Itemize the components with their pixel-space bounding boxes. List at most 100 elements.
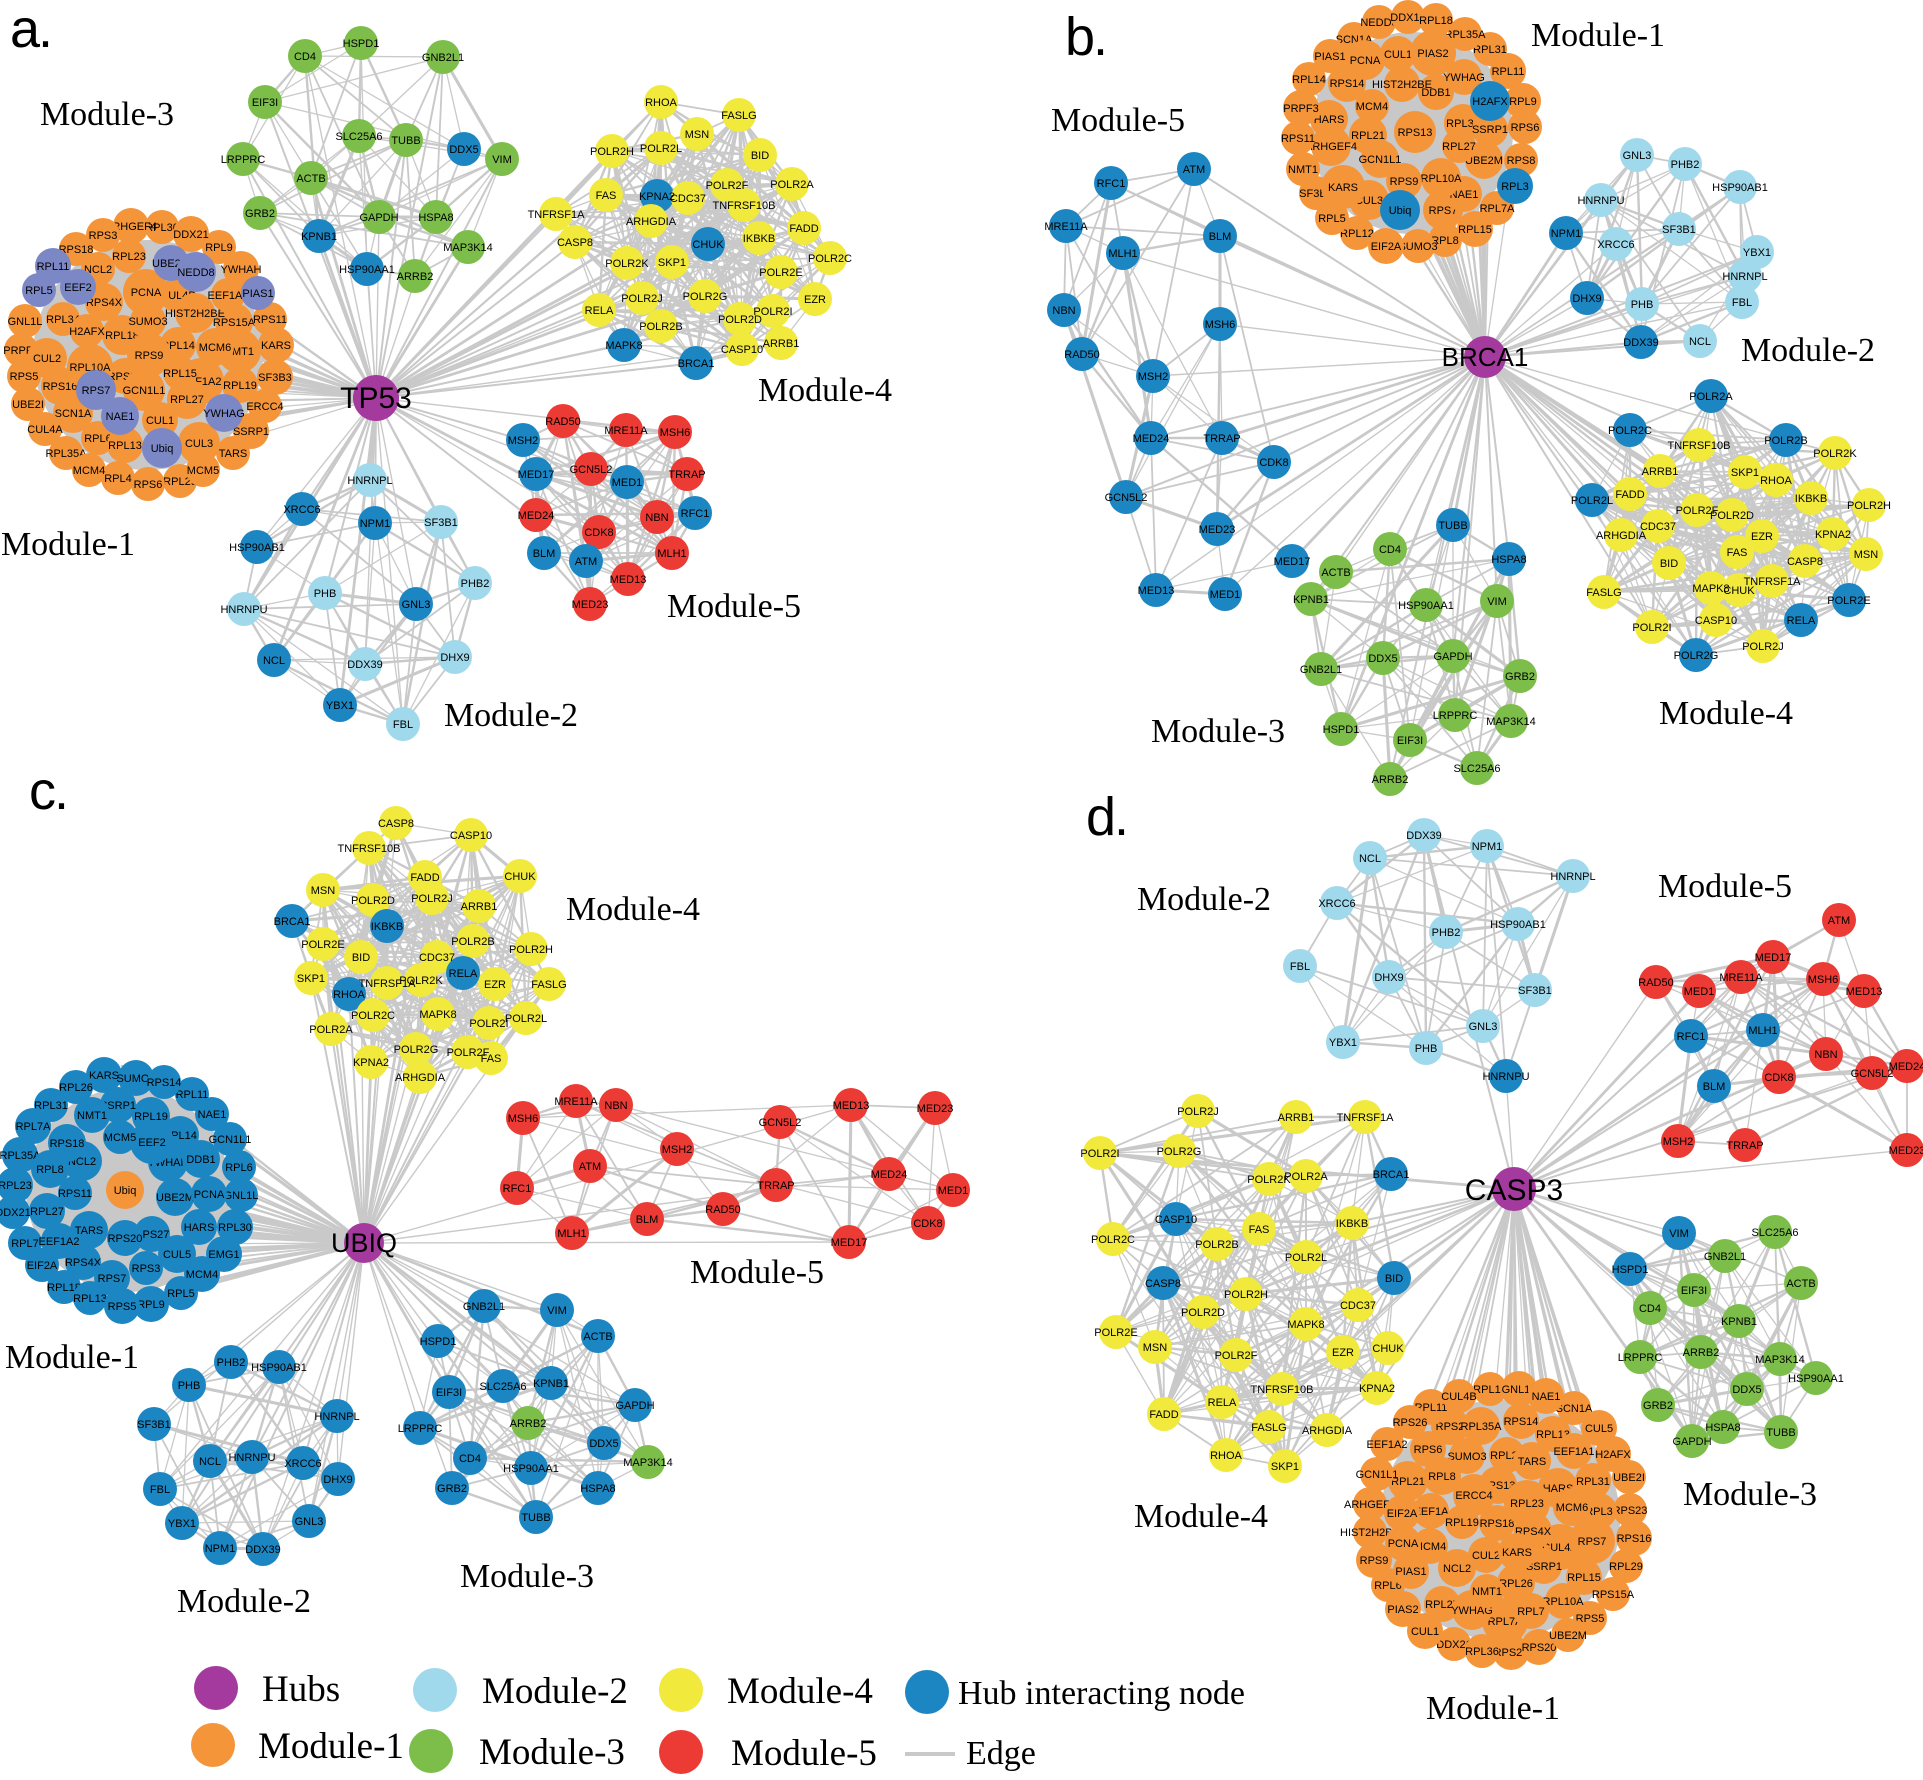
svg-text:RPL9: RPL9 [137,1299,165,1311]
svg-text:RPL9: RPL9 [205,242,233,254]
svg-text:Module-4: Module-4 [727,1671,873,1712]
svg-text:ARRB2: ARRB2 [1683,1347,1720,1359]
svg-text:CDK8: CDK8 [913,1218,942,1230]
svg-text:RFC1: RFC1 [1677,1031,1706,1043]
svg-text:FAS: FAS [1727,547,1748,559]
svg-text:POLR2G: POLR2G [1674,650,1719,662]
svg-text:b.: b. [1065,7,1106,67]
svg-text:NCL: NCL [199,1456,221,1468]
svg-text:MRE11A: MRE11A [554,1096,598,1108]
svg-text:ATM: ATM [1183,164,1205,176]
svg-text:Module-4: Module-4 [566,891,700,928]
svg-text:DDX39: DDX39 [1406,830,1441,842]
svg-text:FADD: FADD [1149,1409,1178,1421]
svg-text:Module-5: Module-5 [1658,868,1792,905]
svg-text:CUL5: CUL5 [1585,1423,1613,1435]
svg-text:GNB2L1: GNB2L1 [463,1301,505,1313]
svg-text:DDX39: DDX39 [245,1544,280,1556]
svg-text:POLR2K: POLR2K [605,258,649,270]
svg-text:XRCC6: XRCC6 [284,1458,321,1470]
svg-text:HSPD1: HSPD1 [420,1336,457,1348]
svg-text:Module-1: Module-1 [1531,17,1665,54]
svg-text:GCN5L2: GCN5L2 [570,464,613,476]
svg-text:HSP90AB1: HSP90AB1 [251,1362,307,1374]
svg-text:Module-3: Module-3 [1683,1476,1817,1513]
svg-text:RPL21: RPL21 [1391,1476,1425,1488]
svg-text:CDK8: CDK8 [584,527,613,539]
svg-text:TNFRSF10B: TNFRSF10B [713,200,776,212]
svg-text:SF3B1: SF3B1 [1662,224,1696,236]
svg-text:RELA: RELA [1787,615,1816,627]
svg-text:MLH1: MLH1 [1108,248,1137,260]
svg-text:MSH6: MSH6 [660,427,691,439]
svg-text:POLR2K: POLR2K [1247,1174,1291,1186]
svg-text:ERCC4: ERCC4 [1455,1490,1492,1502]
svg-text:DDX39: DDX39 [347,659,382,671]
svg-text:NMT1: NMT1 [1288,164,1318,176]
svg-text:RPL35A: RPL35A [0,1150,41,1162]
svg-text:HNRNPU: HNRNPU [220,604,267,616]
svg-text:CD4: CD4 [1379,544,1401,556]
svg-text:NCL2: NCL2 [84,264,112,276]
svg-text:Module-2: Module-2 [444,697,578,734]
svg-text:HSPA8: HSPA8 [418,212,453,224]
svg-text:HNRNPL: HNRNPL [1550,871,1595,883]
svg-text:POLR2I: POLR2I [753,306,792,318]
svg-text:POLR2C: POLR2C [808,253,852,265]
svg-text:POLR2E: POLR2E [759,267,802,279]
svg-text:Ubiq: Ubiq [151,443,174,455]
svg-text:GNB2L1: GNB2L1 [1300,664,1342,676]
svg-text:RPS15A: RPS15A [1592,1589,1635,1601]
svg-text:RPL29: RPL29 [1609,1561,1643,1573]
svg-text:HNRNPL: HNRNPL [1722,271,1767,283]
svg-text:CHUK: CHUK [504,871,536,883]
svg-text:RAD50: RAD50 [545,416,580,428]
svg-text:SKP1: SKP1 [297,973,325,985]
svg-text:CUL1: CUL1 [1384,49,1412,61]
svg-text:MCM6: MCM6 [1556,1502,1588,1514]
svg-text:MRE11A: MRE11A [1044,221,1088,233]
svg-text:RPL7A: RPL7A [1480,203,1516,215]
svg-text:VIM: VIM [1669,1228,1689,1240]
svg-text:d.: d. [1086,787,1127,847]
svg-text:RPS6: RPS6 [1414,1444,1443,1456]
svg-text:POLR2L: POLR2L [1571,495,1613,507]
svg-text:RPS18: RPS18 [59,244,94,256]
svg-text:MSH2: MSH2 [1663,1136,1694,1148]
svg-text:Module-2: Module-2 [1137,881,1271,918]
svg-text:SKP1: SKP1 [1731,467,1759,479]
svg-text:RPS20: RPS20 [108,1233,143,1245]
svg-text:POLR2E: POLR2E [1094,1327,1137,1339]
svg-text:POLR2I: POLR2I [469,1018,508,1030]
svg-text:POLR2B: POLR2B [639,321,682,333]
svg-text:RPL5: RPL5 [25,285,53,297]
svg-text:RFC1: RFC1 [1097,178,1126,190]
svg-text:NAE1: NAE1 [106,411,135,423]
svg-text:FAS: FAS [481,1053,502,1065]
svg-text:MAPK8: MAPK8 [605,340,642,352]
svg-text:MSH6: MSH6 [1808,974,1839,986]
svg-text:MAP3K14: MAP3K14 [623,1457,673,1469]
svg-text:HSP90AA1: HSP90AA1 [1788,1373,1844,1385]
svg-text:POLR2A: POLR2A [1689,391,1733,403]
svg-text:Module-2: Module-2 [1741,332,1875,369]
svg-text:MSN: MSN [1854,549,1879,561]
svg-text:HSPD1: HSPD1 [343,38,380,50]
svg-text:YBX1: YBX1 [168,1518,196,1530]
svg-text:Module-1: Module-1 [5,1339,139,1376]
svg-text:RPL30: RPL30 [218,1222,252,1234]
svg-text:FAS: FAS [1249,1224,1270,1236]
svg-text:UBE2M: UBE2M [1549,1630,1587,1642]
svg-text:RPL7A: RPL7A [1488,1616,1524,1628]
svg-text:CUL1: CUL1 [1411,1626,1439,1638]
svg-text:YBX1: YBX1 [1329,1037,1357,1049]
svg-text:RPL6: RPL6 [225,1162,253,1174]
svg-text:RPS6: RPS6 [134,479,163,491]
svg-text:POLR2H: POLR2H [1224,1289,1268,1301]
svg-text:RPS14: RPS14 [1504,1416,1539,1428]
svg-text:RPL6: RPL6 [1374,1580,1402,1592]
svg-text:EEF2: EEF2 [64,282,92,294]
svg-text:POLR2L: POLR2L [505,1013,547,1025]
svg-text:MSH6: MSH6 [1205,319,1236,331]
svg-text:VIM: VIM [1487,596,1507,608]
